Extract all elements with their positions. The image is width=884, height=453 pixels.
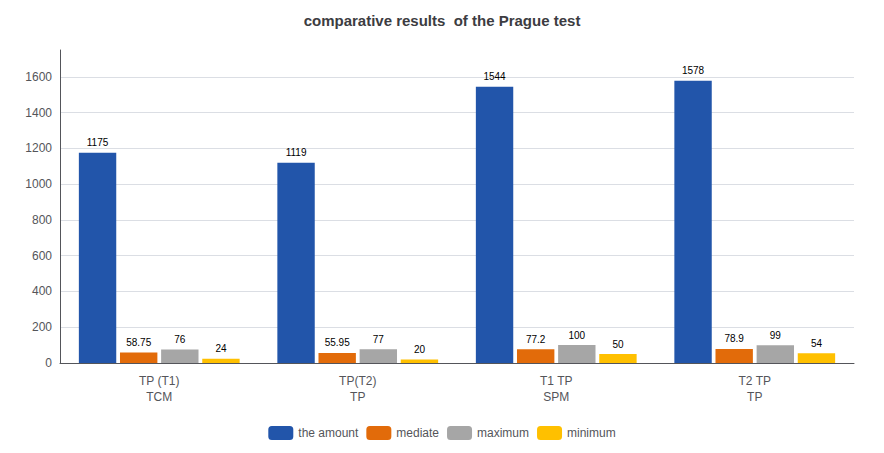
svg-text:TP (T1): TP (T1)	[139, 374, 179, 388]
svg-text:comparative results of the Pr: comparative results of the Prague test	[304, 12, 581, 29]
svg-text:76: 76	[174, 334, 186, 345]
svg-text:T1 TP: T1 TP	[540, 374, 572, 388]
svg-text:1000: 1000	[25, 177, 52, 191]
svg-text:1119: 1119	[286, 147, 307, 158]
svg-text:800: 800	[32, 213, 52, 227]
svg-text:78.9: 78.9	[724, 333, 744, 344]
svg-text:1200: 1200	[25, 141, 52, 155]
svg-text:1400: 1400	[25, 106, 52, 120]
svg-text:mediate: mediate	[396, 426, 439, 440]
svg-text:400: 400	[32, 284, 52, 298]
svg-text:50: 50	[612, 339, 624, 350]
svg-text:77.2: 77.2	[526, 334, 546, 345]
svg-text:1578: 1578	[682, 65, 705, 76]
svg-text:20: 20	[414, 344, 426, 355]
svg-text:58.75: 58.75	[126, 337, 151, 348]
svg-text:1600: 1600	[25, 70, 52, 84]
svg-text:the amount: the amount	[298, 426, 359, 440]
svg-text:55.95: 55.95	[325, 337, 350, 348]
svg-text:77: 77	[373, 334, 385, 345]
svg-text:54: 54	[811, 338, 823, 349]
svg-text:1544: 1544	[483, 71, 506, 82]
svg-text:minimum: minimum	[567, 426, 616, 440]
svg-text:100: 100	[568, 330, 585, 341]
svg-text:99: 99	[770, 330, 782, 341]
svg-text:TP(T2): TP(T2)	[339, 374, 376, 388]
svg-text:1175: 1175	[87, 137, 109, 148]
svg-text:maximum: maximum	[477, 426, 529, 440]
svg-text:24: 24	[215, 343, 227, 354]
svg-text:T2 TP: T2 TP	[739, 374, 771, 388]
svg-text:200: 200	[32, 320, 52, 334]
svg-text:0: 0	[45, 356, 52, 370]
svg-text:600: 600	[32, 249, 52, 263]
svg-text:TP: TP	[350, 390, 365, 404]
svg-text:TCM: TCM	[146, 390, 172, 404]
svg-text:SPM: SPM	[543, 390, 569, 404]
svg-text:TP: TP	[747, 390, 762, 404]
